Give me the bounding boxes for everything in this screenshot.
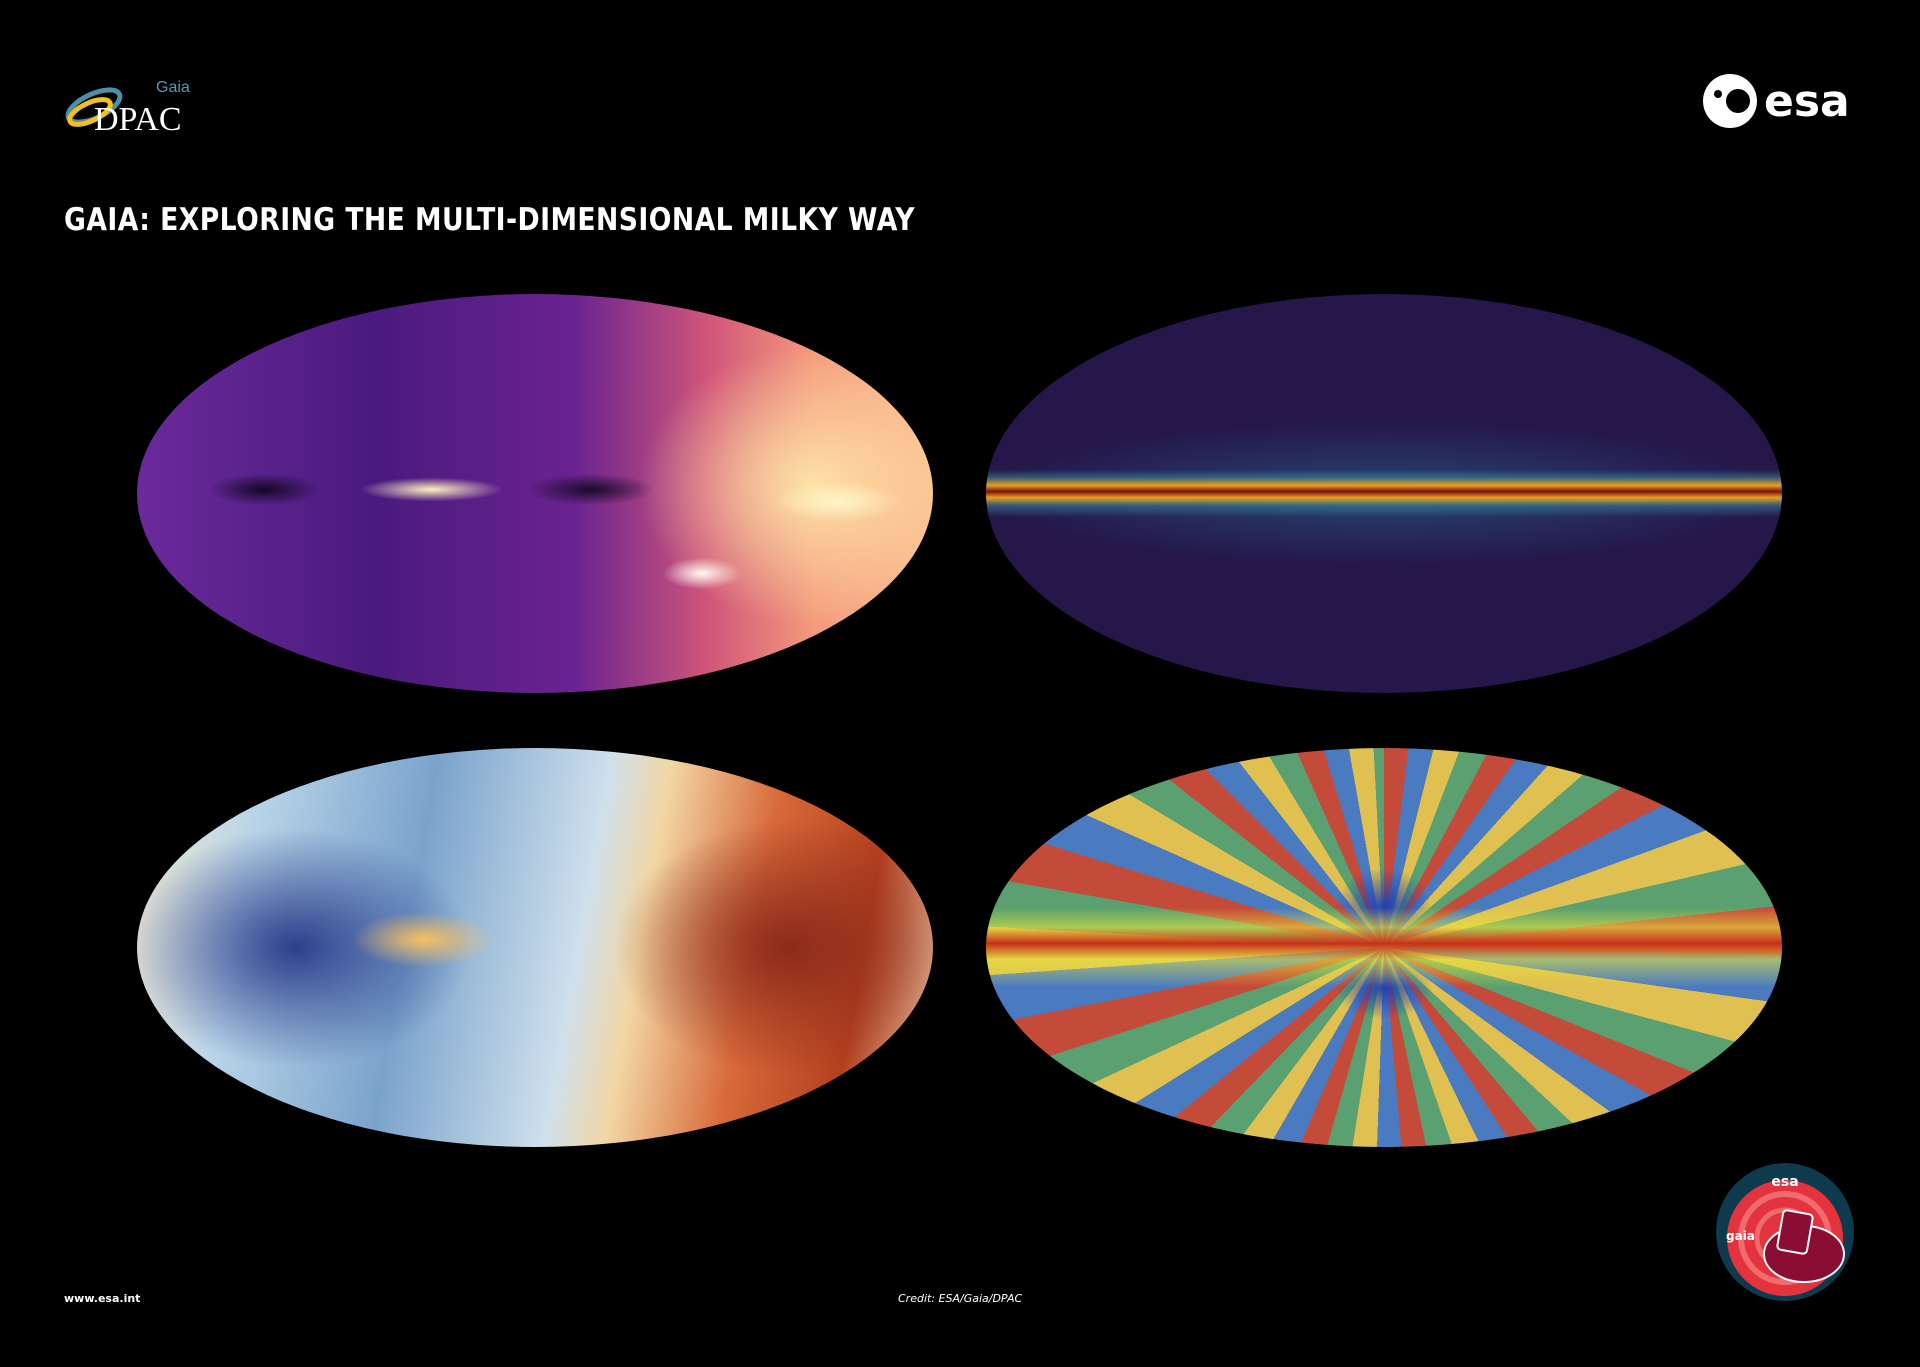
svg-text:Gaia: Gaia [156,79,190,96]
svg-text:gaia: gaia [1726,1229,1755,1243]
sky-map-bottom-left [137,748,933,1147]
svg-text:DPAC: DPAC [94,101,182,134]
esa-logo: esa [1703,74,1850,128]
sky-map-bottom-right [986,748,1782,1147]
page-title: GAIA: EXPLORING THE MULTI-DIMENSIONAL MI… [64,202,915,238]
svg-text:esa: esa [1764,76,1850,127]
gaia-dpac-logo: Gaia DPAC [65,79,190,134]
sky-map-top-left [137,294,933,693]
website-link[interactable]: www.esa.int [64,1292,141,1305]
svg-text:esa: esa [1771,1174,1798,1190]
credit-text: Credit: ESA/Gaia/DPAC [898,1292,1023,1305]
gaia-mission-badge: esa gaia [1716,1163,1854,1301]
sky-map-top-right [986,294,1782,693]
